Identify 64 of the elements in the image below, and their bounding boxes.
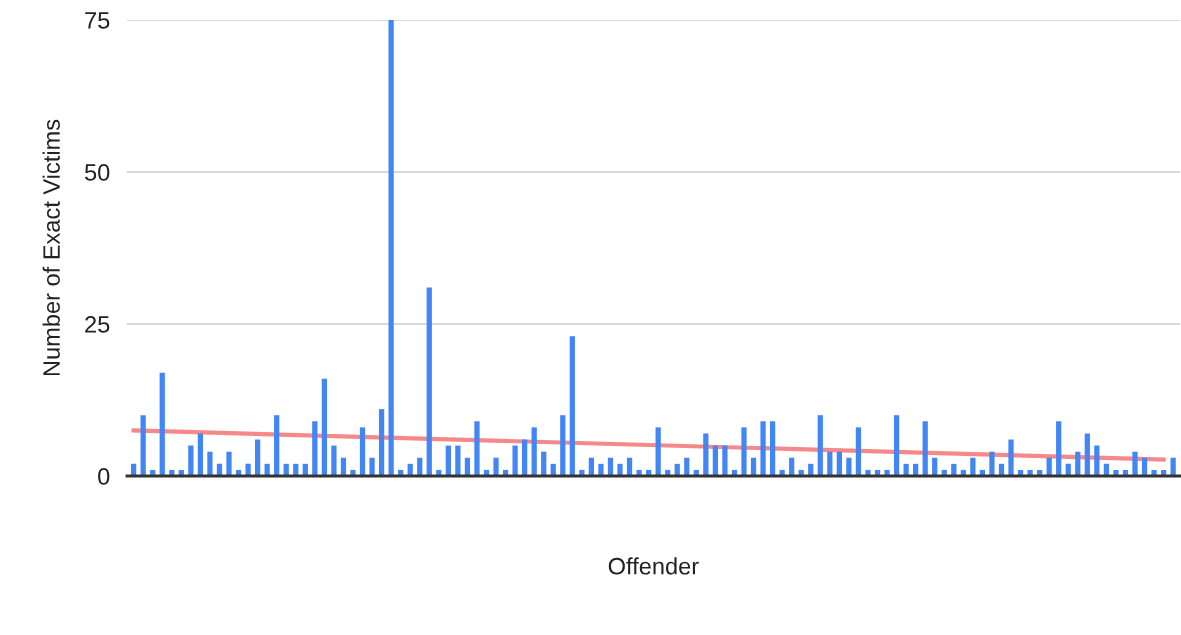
bar <box>722 445 728 476</box>
bar <box>388 20 394 476</box>
bar <box>760 421 766 476</box>
bar <box>207 451 213 476</box>
bar <box>741 427 747 476</box>
bar <box>865 469 871 476</box>
bar <box>598 463 604 476</box>
bar <box>369 457 375 476</box>
bar <box>321 378 327 476</box>
y-tick-label: 0 <box>98 468 110 485</box>
bar <box>274 415 280 476</box>
bar <box>989 451 995 476</box>
bar <box>541 451 547 476</box>
bar <box>712 445 718 476</box>
bar <box>445 445 451 476</box>
bar <box>359 427 366 476</box>
bar <box>769 421 776 476</box>
bar <box>827 451 833 476</box>
bar <box>312 421 318 476</box>
bar <box>1132 451 1138 476</box>
bar <box>569 336 575 476</box>
bar <box>522 439 528 476</box>
bar <box>922 421 928 476</box>
bar <box>617 463 623 476</box>
bar <box>493 457 499 476</box>
bar <box>893 415 900 476</box>
bar <box>1027 469 1033 476</box>
bar <box>531 427 537 476</box>
bar <box>903 463 909 476</box>
bar <box>1113 469 1119 476</box>
bar <box>560 415 566 476</box>
bar <box>836 451 842 476</box>
bar <box>1084 433 1090 476</box>
bar <box>655 427 661 476</box>
bar <box>226 451 232 476</box>
bar <box>245 463 251 476</box>
bar <box>1075 451 1081 476</box>
bar <box>197 433 204 476</box>
bar <box>855 427 862 476</box>
y-tick-label: 50 <box>84 164 110 181</box>
bar <box>455 445 461 476</box>
x-axis-title: Offender <box>608 557 699 575</box>
bar <box>350 469 356 476</box>
bar <box>426 287 432 476</box>
bar <box>378 409 385 476</box>
bar <box>1008 439 1014 476</box>
bar <box>1056 421 1062 476</box>
bar <box>703 433 709 476</box>
bar <box>474 421 480 476</box>
bar <box>140 415 146 476</box>
bar <box>884 469 890 476</box>
bar <box>817 415 823 476</box>
bar <box>159 372 165 476</box>
bar <box>512 445 518 476</box>
bar <box>1094 445 1100 476</box>
bar <box>331 445 337 476</box>
y-tick-label: 75 <box>85 12 110 29</box>
bar <box>1151 469 1157 476</box>
y-tick-label: 25 <box>85 316 110 333</box>
y-axis-title: Number of Exact Victims <box>42 119 60 376</box>
bar <box>636 469 642 476</box>
bar <box>188 445 194 476</box>
bar <box>846 457 852 476</box>
bar <box>254 439 261 476</box>
